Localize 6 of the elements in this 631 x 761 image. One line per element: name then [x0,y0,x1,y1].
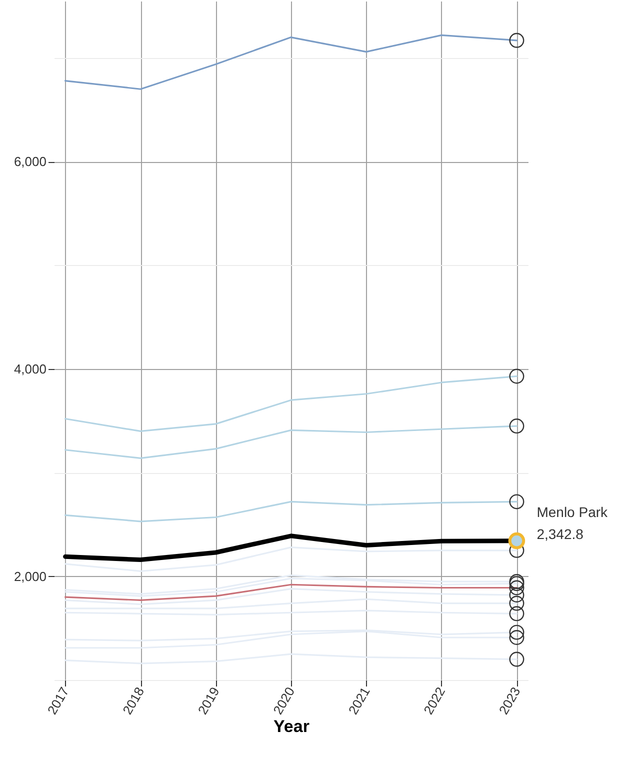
y-tick-label: 2,000 [14,568,46,584]
data-label: 2,342.8 [536,526,584,542]
y-tick-label: 4,000 [14,362,46,377]
text: Menlo Park [536,504,609,520]
x-axis-title: Year [274,717,310,736]
y-tick-label: 6,000 [14,154,46,170]
